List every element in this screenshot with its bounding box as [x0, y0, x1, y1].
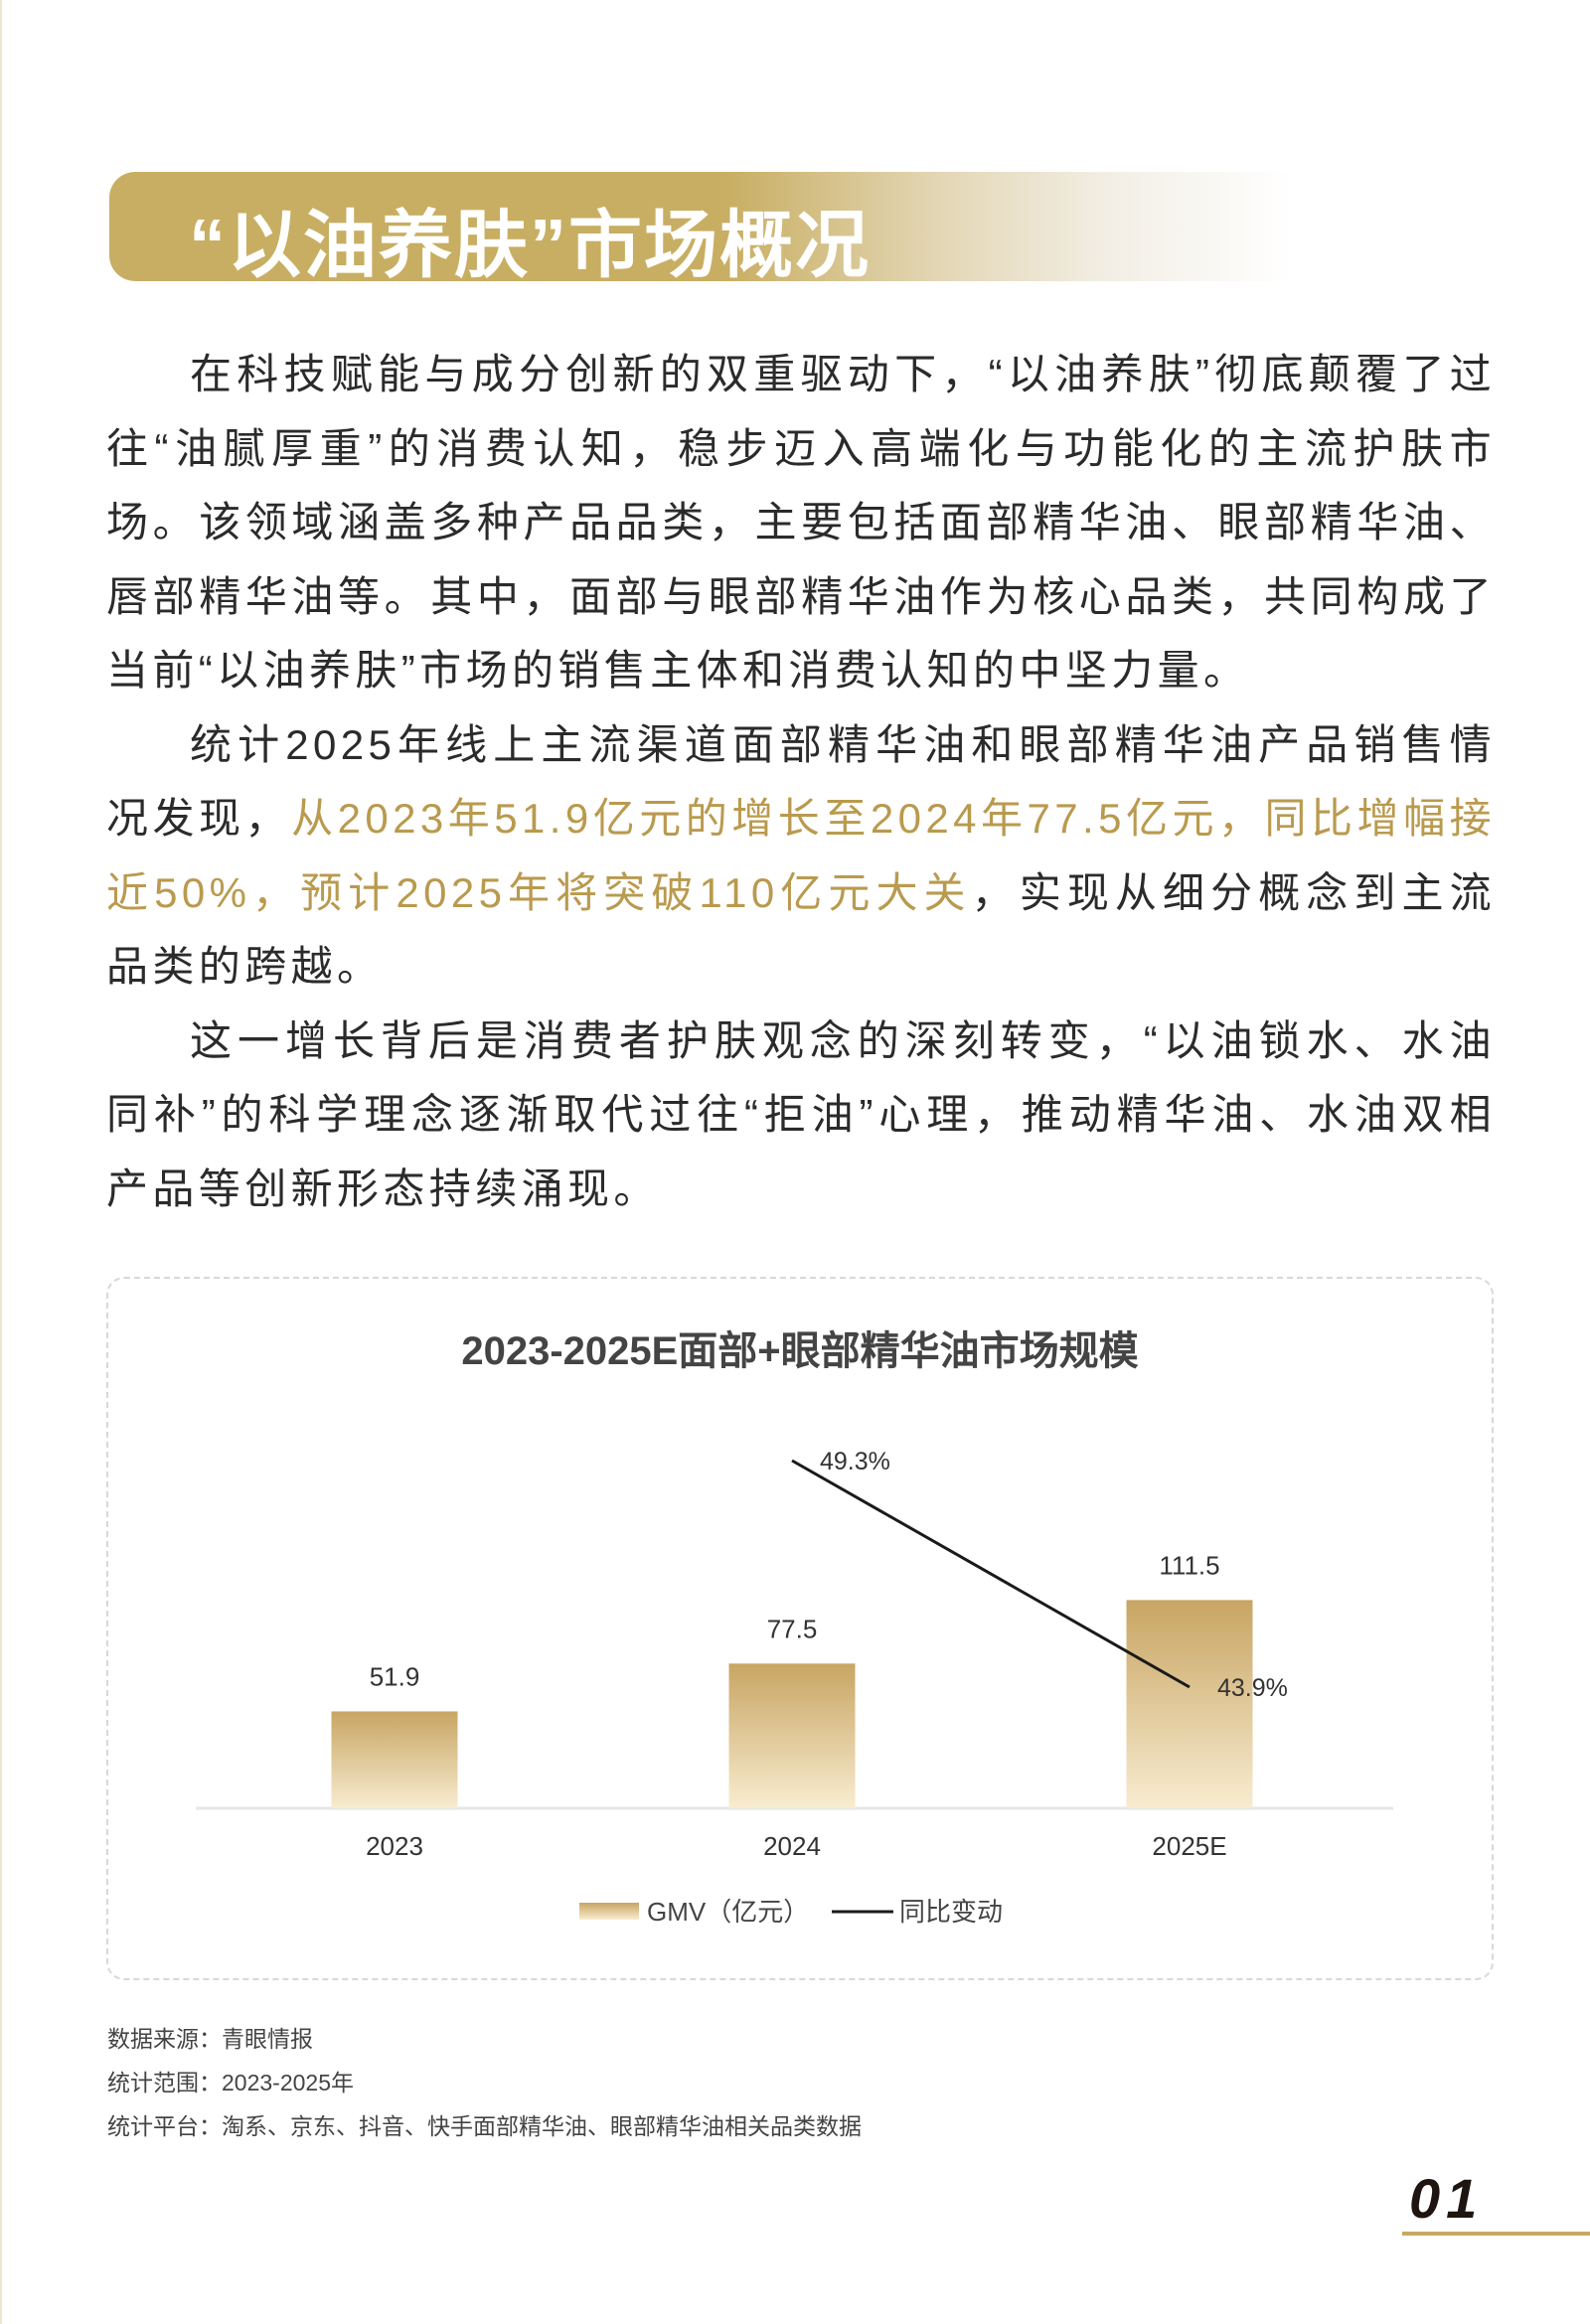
paragraph-text: ，实现从细分概念到主流品类的跨越。 [106, 868, 1496, 991]
line-point-label: 43.9% [1217, 1674, 1288, 1702]
page-number-underline [1402, 2232, 1590, 2236]
legend-bar-swatch [579, 1903, 639, 1920]
paragraph: 统计2025年线上主流渠道面部精华油和眼部精华油产品销售情况发现，从2023年5… [106, 708, 1496, 1005]
market-size-chart: 51.9 2023 77.5 2024 111.5 2025E 49.3% 43.9% GMV（… [196, 1448, 1393, 1927]
line-point-label: 49.3% [820, 1448, 890, 1475]
paragraph-text: 统计2025年线上主流渠道面部精华油和眼部精华油产品销售情况发现， [106, 720, 1496, 843]
paragraph-text: 这一增长背后是消费者护肤观念的深刻转变，“以油锁水、水油同补”的科学理念逐渐取代… [106, 1016, 1496, 1212]
scope-line: 统计范围：2023-2025年 [107, 2070, 354, 2095]
body-text: 在科技赋能与成分创新的双重驱动下，“以油养肤”彻底颠覆了过往“油腻厚重”的消费认… [106, 338, 1496, 1226]
bar-label: 51.9 [370, 1661, 420, 1691]
section-title: “以油养肤”市场概况 [189, 204, 871, 286]
section-title-bar: “以油养肤”市场概况 [109, 172, 1292, 286]
paragraph-text: 在科技赋能与成分创新的双重驱动下，“以油养肤”彻底颠覆了过往“油腻厚重”的消费认… [106, 351, 1496, 694]
sources: 数据来源：青眼情报 统计范围：2023-2025年 统计平台：淘系、京东、抖音、… [107, 2017, 862, 2148]
bar-2023 [331, 1711, 458, 1808]
legend-gmv-label: GMV（亿元） [647, 1897, 809, 1927]
x-tick-label: 2023 [366, 1831, 423, 1861]
page-number: 01 [1409, 2167, 1484, 2230]
paragraph: 在科技赋能与成分创新的双重驱动下，“以油养肤”彻底颠覆了过往“油腻厚重”的消费认… [106, 338, 1496, 708]
bar-label: 111.5 [1159, 1550, 1219, 1580]
source-line: 数据来源：青眼情报 [107, 2026, 313, 2052]
yoy-line [791, 1459, 1191, 1689]
bar-2024 [728, 1663, 856, 1808]
x-tick-label: 2024 [763, 1831, 821, 1861]
platform-line: 统计平台：淘系、京东、抖音、快手面部精华油、眼部精华油相关品类数据 [107, 2113, 862, 2139]
legend-yoy-label: 同比变动 [899, 1897, 1003, 1927]
highlighted-text: 从2023年51.9亿元的增长至2024年77.5亿元，同比增幅接近50%，预计… [106, 795, 1496, 916]
x-tick-label: 2025E [1152, 1831, 1226, 1861]
bar-2025E [1126, 1600, 1253, 1808]
paragraph: 这一增长背后是消费者护肤观念的深刻转变，“以油锁水、水油同补”的科学理念逐渐取代… [106, 1005, 1496, 1227]
page-edge [0, 0, 2, 2324]
bar-label: 77.5 [767, 1614, 818, 1643]
chart-card: 2023-2025E面部+眼部精华油市场规模 51.9 2023 77.5 2024 1… [106, 1277, 1494, 1980]
chart-title: 2023-2025E面部+眼部精华油市场规模 [461, 1329, 1139, 1373]
